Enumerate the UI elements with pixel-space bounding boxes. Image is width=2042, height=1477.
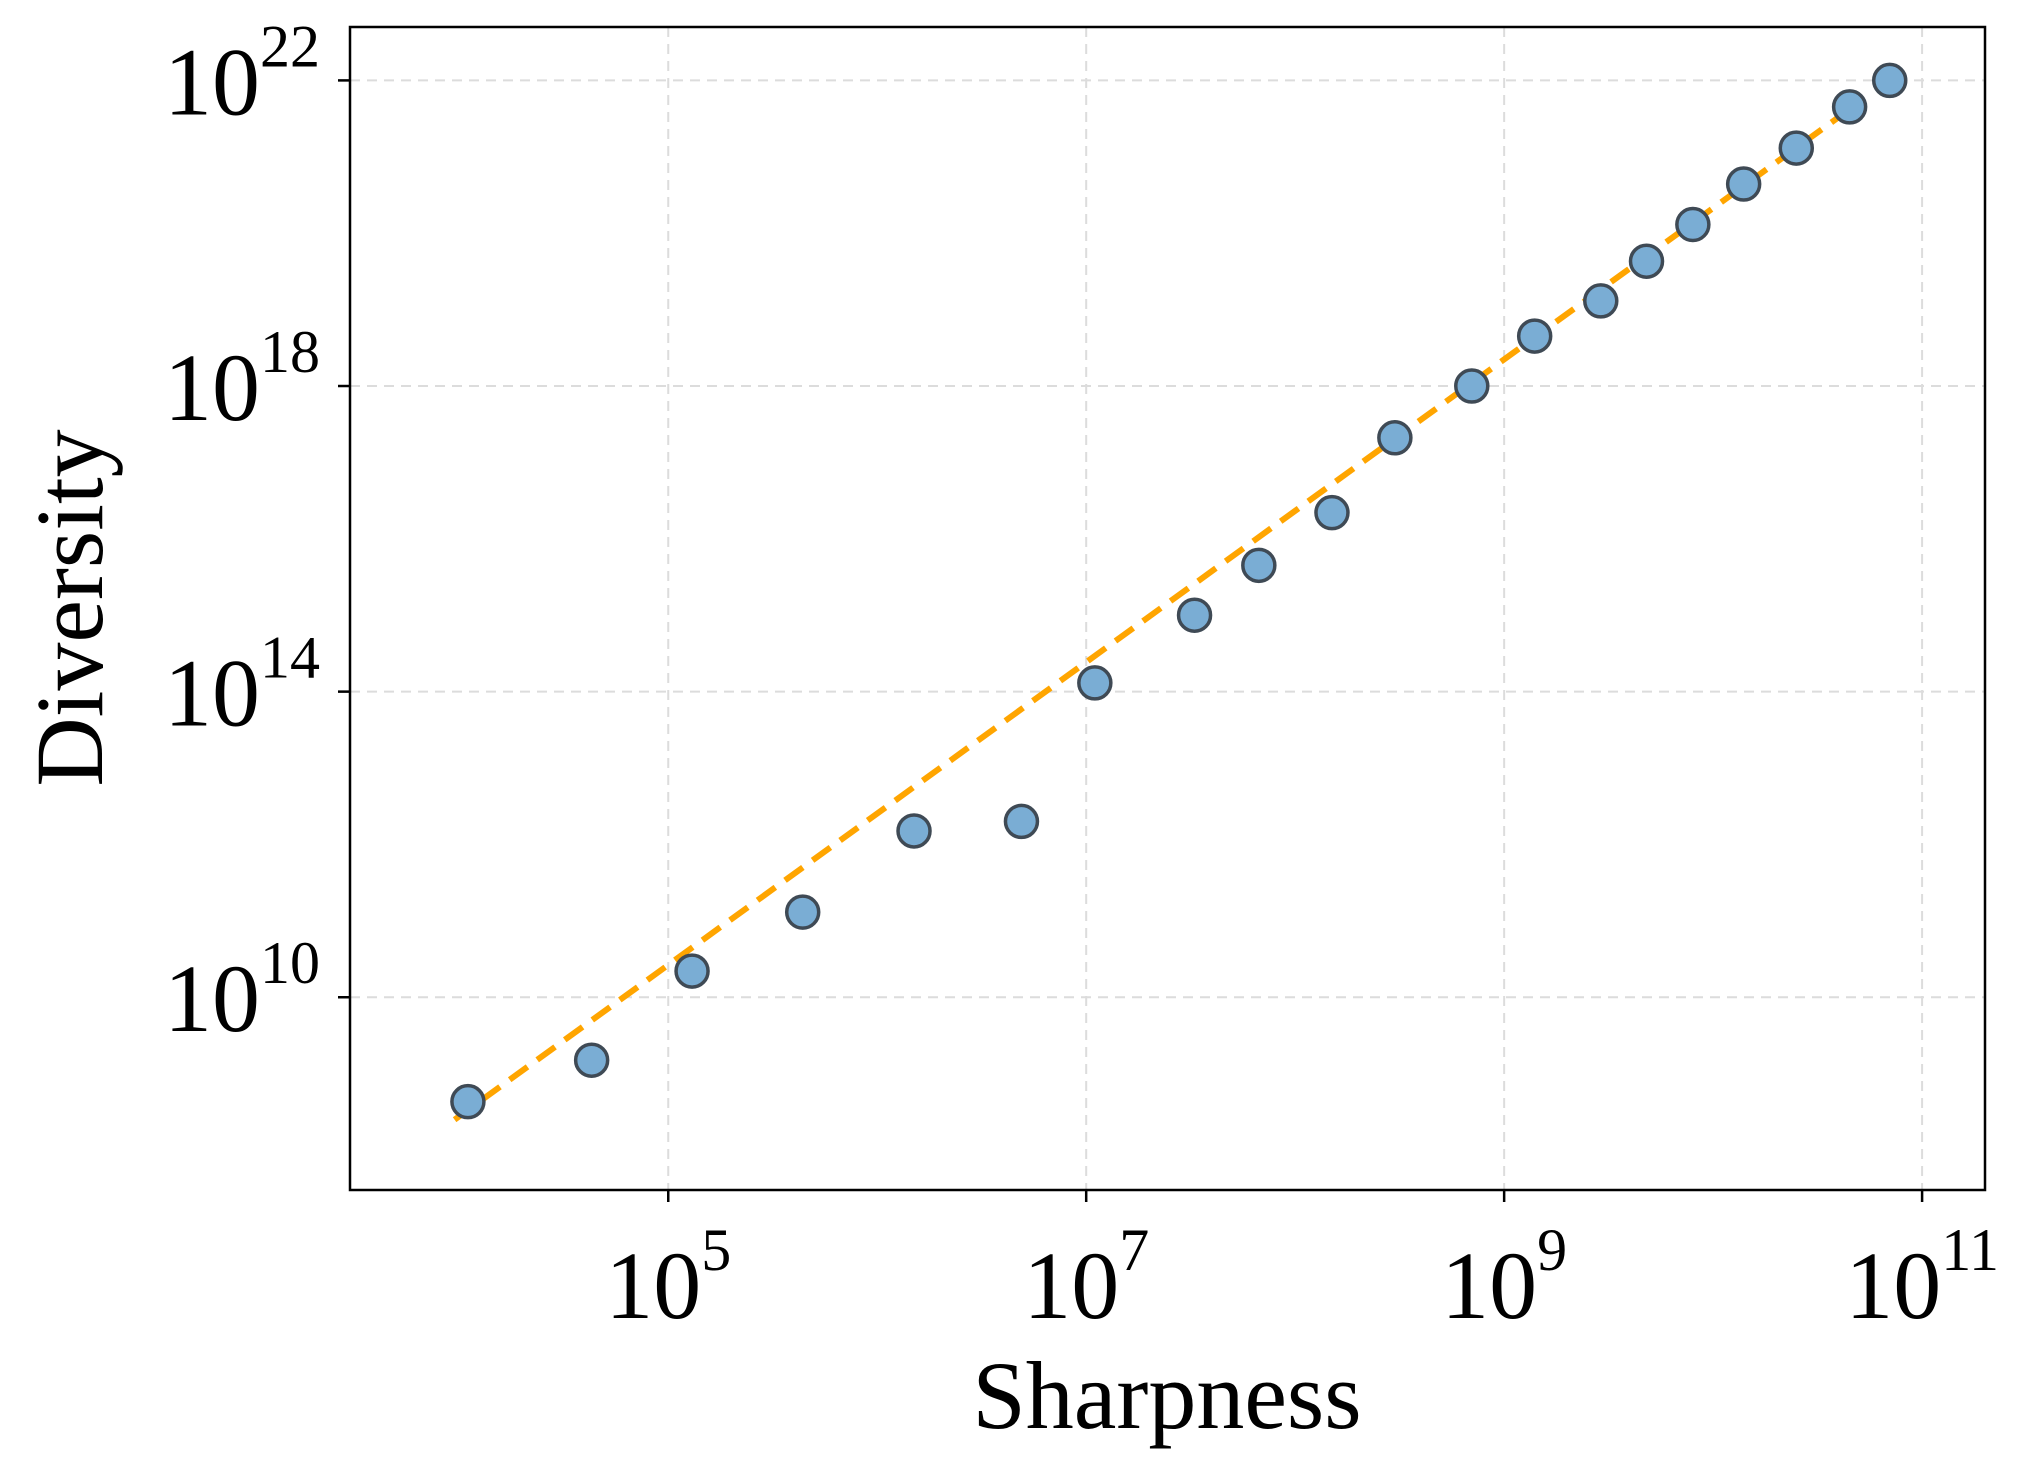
data-point [1628,243,1665,279]
data-point [1778,130,1815,166]
data-point [1241,547,1277,584]
y-axis-label: Diversity [16,429,123,786]
fit-line [452,106,1852,1123]
data-point [1871,62,1908,99]
data-point [450,1083,486,1120]
y-tick-label: 1018 [164,319,320,441]
fit-line-layer [452,106,1852,1123]
data-point [1583,283,1619,319]
x-tick-label: 109 [1441,1217,1567,1339]
data-point [1176,597,1213,633]
data-point [1675,206,1711,243]
data-point [896,813,932,849]
data-point [784,894,821,930]
x-tick-label: 107 [1023,1217,1149,1339]
y-tick-label: 1022 [164,13,320,135]
x-tick-label: 1011 [1845,1217,1999,1339]
data-point [573,1042,610,1078]
x-tick-label: 105 [605,1217,731,1339]
x-axis-ticks: 105 107 109 1011 [605,1190,1999,1339]
data-point [1077,665,1113,701]
x-axis-label: Sharpness [972,1342,1361,1449]
data-point [1003,803,1040,840]
data-point [1377,420,1413,456]
plot-frame [348,25,1987,1192]
data-point [1831,89,1868,125]
y-tick-label: 1014 [164,625,320,747]
data-point [1516,318,1553,354]
data-point [1454,368,1490,404]
data-point [1725,166,1762,202]
data-point [674,953,710,989]
y-axis-ticks: 1010 1014 1018 1022 [164,13,350,1052]
data-points [450,62,1908,1120]
data-point [1314,494,1350,531]
y-tick-label: 1010 [164,930,320,1052]
